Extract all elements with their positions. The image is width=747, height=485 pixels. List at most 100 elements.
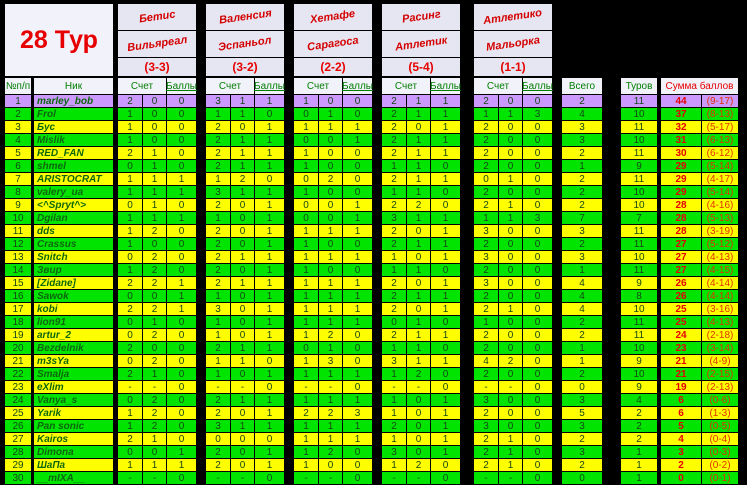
points-cell: 0: [166, 121, 196, 133]
points-cell: 0: [166, 433, 196, 445]
score-away-cell: 0: [498, 225, 522, 237]
total-cell: 0: [562, 381, 602, 393]
nick-cell: Frol: [34, 108, 113, 120]
range-cell: (0-4): [701, 433, 738, 445]
score-home-cell: 1: [294, 459, 318, 471]
rank-cell: 12: [5, 238, 31, 250]
score-away-cell: 1: [142, 368, 166, 380]
table-row: 22 Smalja 2 1 0 1 0 1 1 1 1 1 2 0 2 0 0 2 10 21 (2-15): [5, 368, 747, 380]
col-header-points-link-4[interactable]: Баллы: [430, 78, 461, 94]
score-home-cell: 2: [382, 329, 406, 341]
range-cell: (2-13): [701, 381, 738, 393]
header-row: 28 Тур Бетис Вильяреал (3-3) Валенсия Эспань…: [5, 4, 747, 76]
score-home-cell: 2: [474, 290, 498, 302]
rounds-cell: 11: [621, 329, 657, 341]
points-cell: 1: [430, 407, 460, 419]
points-cell: 0: [254, 433, 284, 445]
score-home-cell: 2: [474, 160, 498, 172]
points-cell: 1: [430, 147, 460, 159]
nick-cell: Mislik: [34, 134, 113, 146]
nick-cell: Бус: [34, 121, 113, 133]
points-cell: 1: [342, 394, 372, 406]
sum-cell: 26: [661, 290, 701, 302]
points-cell: 0: [522, 420, 552, 432]
score-home-cell: 2: [118, 433, 142, 445]
score-home-cell: 3: [206, 186, 230, 198]
col-header-points-link-2[interactable]: Баллы: [254, 78, 285, 94]
rank-cell: 26: [5, 420, 31, 432]
total-cell: 2: [562, 147, 602, 159]
score-home-cell: 2: [474, 199, 498, 211]
score-home-cell: 0: [118, 329, 142, 341]
rank-cell: 10: [5, 212, 31, 224]
sum-cell: 4: [661, 433, 701, 445]
table-row: 21 m3sYa 0 2 0 1 1 0 1 3 0 3 1 1 4 2 0 1 9 21 (4-9): [5, 355, 747, 367]
points-cell: 0: [254, 381, 284, 393]
range-cell: (5-13): [701, 212, 738, 224]
score-home-cell: 3: [206, 95, 230, 107]
rank-cell: 4: [5, 134, 31, 146]
score-away-cell: 1: [406, 212, 430, 224]
table-row: 12 Crassus 1 0 0 2 0 1 1 0 0 2 1 1 2 0 0 2 11 27 (5-12): [5, 238, 747, 250]
score-home-cell: 0: [118, 316, 142, 328]
table-row: 2 Frol 1 0 0 1 1 0 0 1 0 2 1 1 1 1 3 4 10 37 (8-13): [5, 108, 747, 120]
table-row: 26 Pan sonic 1 2 0 3 1 1 1 1 1 2 0 1 3 0 0 3 2 5 (0-5): [5, 420, 747, 432]
score-away-cell: 2: [142, 264, 166, 276]
points-cell: 1: [430, 277, 460, 289]
score-away-cell: 1: [406, 238, 430, 250]
score-away-cell: 0: [318, 147, 342, 159]
col-header-score-4: Счет: [382, 78, 430, 94]
col-header-points-link-3[interactable]: Баллы: [342, 78, 373, 94]
score-away-cell: 0: [230, 368, 254, 380]
points-cell: 0: [342, 342, 372, 354]
sum-cell: 32: [661, 121, 701, 133]
away-team-label: Атлетик: [394, 34, 448, 54]
points-cell: 1: [254, 394, 284, 406]
rounds-cell: 10: [621, 199, 657, 211]
score-away-cell: 2: [142, 329, 166, 341]
total-cell: 1: [562, 160, 602, 172]
sum-cell: 29: [661, 173, 701, 185]
score-home-cell: 3: [474, 394, 498, 406]
table-row: 20 Bezdelnik 2 0 0 2 1 1 0 1 0 1 1 0 2 0 0 1 10 23 (3-14): [5, 342, 747, 354]
range-cell: (8-13): [701, 108, 738, 120]
rank-cell: 13: [5, 251, 31, 263]
score-home-cell: 1: [206, 329, 230, 341]
home-team-label: Атлетико: [482, 6, 544, 28]
score-home-cell: 2: [382, 303, 406, 315]
points-cell: 0: [166, 407, 196, 419]
points-cell: 0: [522, 342, 552, 354]
score-away-cell: 1: [318, 277, 342, 289]
score-home-cell: 2: [206, 394, 230, 406]
range-cell: (4-13): [701, 316, 738, 328]
score-away-cell: 1: [406, 316, 430, 328]
points-cell: 1: [430, 355, 460, 367]
score-home-cell: -: [382, 381, 406, 393]
col-header-points-link-5[interactable]: Баллы: [522, 78, 553, 94]
rounds-cell: 1: [621, 459, 657, 471]
away-team-name: Сарагоса: [294, 31, 372, 58]
points-cell: 3: [522, 212, 552, 224]
score-home-cell: 3: [206, 303, 230, 315]
col-header-points-link-1[interactable]: Баллы: [166, 78, 197, 94]
points-cell: 1: [254, 303, 284, 315]
points-cell: 0: [166, 342, 196, 354]
rounds-cell: 2: [621, 407, 657, 419]
score-home-cell: 2: [118, 95, 142, 107]
score-away-cell: 1: [406, 147, 430, 159]
score-home-cell: 0: [474, 173, 498, 185]
points-cell: 0: [342, 186, 372, 198]
rounds-cell: 8: [621, 290, 657, 302]
rounds-cell: 10: [621, 186, 657, 198]
points-cell: 1: [254, 446, 284, 458]
points-cell: 0: [430, 342, 460, 354]
points-cell: 0: [430, 160, 460, 172]
sum-cell: 28: [661, 199, 701, 211]
points-cell: 0: [430, 316, 460, 328]
score-home-cell: 2: [206, 264, 230, 276]
rank-cell: 2: [5, 108, 31, 120]
table-row: 3 Бус 1 0 0 2 0 1 1 1 1 2 0 1 2 0 0 3 11 32 (5-17): [5, 121, 747, 133]
home-team-name: Бетис: [118, 4, 196, 31]
score-home-cell: 1: [382, 459, 406, 471]
score-away-cell: -: [406, 381, 430, 393]
